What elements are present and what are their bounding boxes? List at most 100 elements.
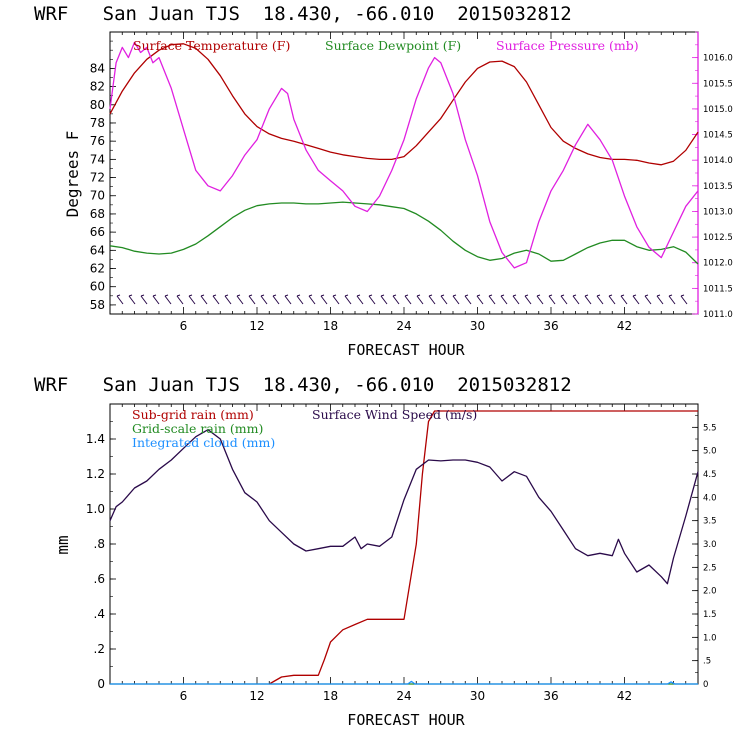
legend-gridscale-rain: Grid-scale rain (mm) (132, 421, 263, 436)
wind-barb-flag (212, 294, 217, 297)
wind-barb-flag (356, 294, 361, 297)
wind-barb-flag (548, 294, 553, 297)
wind-barb-flag (392, 294, 397, 297)
top-y-tick-label: 68 (90, 207, 105, 221)
wind-barb (284, 295, 292, 305)
bottom-x-axis-label: FORECAST HOUR (347, 711, 465, 729)
series-line-surface-pressure-mb (109, 41, 699, 269)
wind-barb (344, 295, 352, 305)
bottom-y-tick-label: 0 (97, 677, 105, 691)
wind-barb-flag (416, 294, 421, 297)
wind-barb-flag (452, 294, 457, 297)
top-x-axis-label: FORECAST HOUR (347, 341, 465, 359)
series-line-integrated-cloud-mm (110, 680, 698, 685)
bottom-y-tick-label: 1.0 (86, 502, 105, 516)
wind-barb (236, 295, 244, 305)
legend-surface-pressure: Surface Pressure (mb) (496, 38, 639, 53)
wind-barb (356, 295, 364, 305)
wind-barb (500, 295, 508, 305)
wind-barb (572, 295, 580, 305)
bottom-y-tick-label: 1.2 (86, 467, 105, 481)
top-y2-tick-label: 1011.5 (703, 284, 733, 294)
wind-barb-flag (152, 294, 157, 297)
wind-barb (164, 295, 172, 305)
bottom-y2-tick-label: 1.0 (703, 633, 717, 643)
top-y2-tick-label: 1014.0 (703, 156, 733, 166)
wind-barb-flag (284, 294, 289, 297)
bottom-y-tick-label: .2 (94, 642, 105, 656)
wind-barb (428, 295, 436, 305)
top-y2-tick-label: 1013.5 (703, 182, 733, 192)
wind-barb-flag (488, 294, 493, 297)
wind-barb-flag (176, 294, 181, 297)
bottom-x-tick-label: 6 (180, 689, 188, 703)
bottom-x-tick-label: 18 (323, 689, 338, 703)
wind-barb-flag (632, 294, 637, 297)
wind-barb (416, 295, 424, 305)
wind-barb-flag (428, 294, 433, 297)
top-x-tick-label: 12 (249, 319, 264, 333)
wind-barb (176, 295, 184, 305)
bottom-y2-tick-label: .5 (703, 657, 711, 667)
bottom-y2-tick-label: 3.5 (703, 517, 717, 527)
top-x-tick-label: 24 (396, 319, 411, 333)
top-y-tick-label: 76 (90, 134, 105, 148)
wind-barb-flag (668, 294, 673, 297)
top-y2-tick-label: 1014.5 (703, 131, 733, 141)
wind-barb (476, 295, 484, 305)
wind-barb (332, 295, 340, 305)
wind-barb-flag (620, 294, 625, 297)
top-plot-marks: 6 12 18 24 30 36 42 58 60 62 64 66 68 70 72 74 76 78 80 82 8… (90, 31, 733, 333)
wind-barb (536, 295, 544, 305)
wind-barb (560, 295, 568, 305)
bottom-y-tick-label: .8 (94, 537, 105, 551)
wind-barb (188, 295, 196, 305)
wind-barb (296, 295, 304, 305)
top-x-tick-label: 30 (470, 319, 485, 333)
wind-barb-flag (224, 294, 229, 297)
wind-barb-flag (200, 294, 205, 297)
wind-barb (644, 295, 652, 305)
wind-barb-flag (344, 294, 349, 297)
wind-barb-flag (680, 294, 685, 297)
wind-barb (392, 295, 400, 305)
wind-barb-flag (524, 294, 529, 297)
wind-barb (452, 295, 460, 305)
top-y-tick-label: 74 (90, 152, 105, 166)
bottom-x-tick-label: 36 (543, 689, 558, 703)
top-x-tick-label: 6 (180, 319, 188, 333)
wind-barb (656, 295, 664, 305)
bottom-y-tick-label: .4 (94, 607, 105, 621)
wind-barb (596, 295, 604, 305)
bottom-x-tick-label: 24 (396, 689, 411, 703)
bottom-y-tick-label: .6 (94, 572, 105, 586)
top-y-tick-label: 80 (90, 98, 105, 112)
top-y-tick-label: 82 (90, 80, 105, 94)
bottom-y-axis-label: mm (53, 535, 72, 554)
series-line-surface-wind-speed-m-s (109, 429, 699, 585)
wind-barb-flag (272, 294, 277, 297)
top-y-tick-label: 72 (90, 171, 105, 185)
wind-barb-flag (308, 294, 313, 297)
wind-barb (668, 295, 676, 305)
wind-barb (224, 295, 232, 305)
top-y2-tick-label: 1015.0 (703, 105, 733, 115)
wind-barb-flag (500, 294, 505, 297)
top-chart-title: WRF San Juan TJS 18.430, -66.010 2015032… (34, 3, 572, 25)
series-line-surface-temperature-f (109, 43, 699, 166)
wind-barb (584, 295, 592, 305)
wind-barb (548, 295, 556, 305)
wind-barb-flag (320, 294, 325, 297)
wind-barb (680, 295, 688, 305)
wind-barb-flag (536, 294, 541, 297)
bottom-y2-tick-label: 5.0 (703, 447, 717, 457)
bottom-y2-tick-label: 0 (703, 680, 708, 690)
top-y2-tick-label: 1011.0 (703, 310, 733, 320)
wind-barb-flag (236, 294, 241, 297)
top-y-tick-label: 58 (90, 298, 105, 312)
bottom-y-tick-label: 1.4 (86, 432, 105, 446)
wind-barb-flag (464, 294, 469, 297)
wind-barb-flag (296, 294, 301, 297)
top-y-tick-label: 84 (90, 61, 105, 75)
bottom-y2-tick-label: 4.0 (703, 493, 717, 503)
